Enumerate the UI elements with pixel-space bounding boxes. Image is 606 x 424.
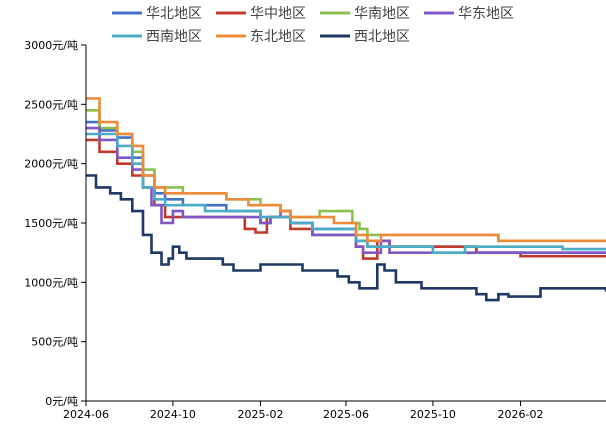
legend-label: 华中地区 (250, 6, 306, 22)
legend-label: 华东地区 (458, 6, 514, 22)
y-tick-label: 1000元/吨 (24, 276, 78, 289)
x-tick-label: 2025-10 (410, 408, 456, 421)
x-tick-label: 2024-10 (150, 408, 196, 421)
legend-label: 华北地区 (146, 6, 202, 22)
y-tick-label: 0元/吨 (45, 395, 78, 408)
series-line-2 (86, 109, 606, 243)
legend-label: 西北地区 (354, 29, 410, 45)
y-axis-ticks: 0元/吨 500元/吨 1000元/吨 1500元/吨 2000元/吨 2500元/吨 30… (24, 39, 86, 408)
x-tick-label: 2025-06 (323, 408, 369, 421)
y-tick-label: 500元/吨 (31, 336, 78, 349)
y-tick-label: 2000元/吨 (24, 158, 78, 171)
series-line-5 (86, 97, 606, 243)
x-tick-label: 2025-02 (238, 408, 284, 421)
series-lines (86, 97, 606, 302)
legend-label: 华南地区 (354, 6, 410, 22)
legend-label: 西南地区 (146, 29, 202, 45)
series-line-6 (86, 174, 606, 302)
legend-label: 东北地区 (250, 29, 306, 45)
y-tick-label: 2500元/吨 (24, 98, 78, 111)
x-axis-ticks: 2024-06 2024-10 2025-02 2025-06 2025-10 2026-… (63, 401, 544, 421)
x-tick-label: 2024-06 (63, 408, 109, 421)
y-tick-label: 3000元/吨 (24, 39, 78, 52)
x-tick-label: 2026-02 (498, 408, 544, 421)
y-tick-label: 1500元/吨 (24, 217, 78, 230)
